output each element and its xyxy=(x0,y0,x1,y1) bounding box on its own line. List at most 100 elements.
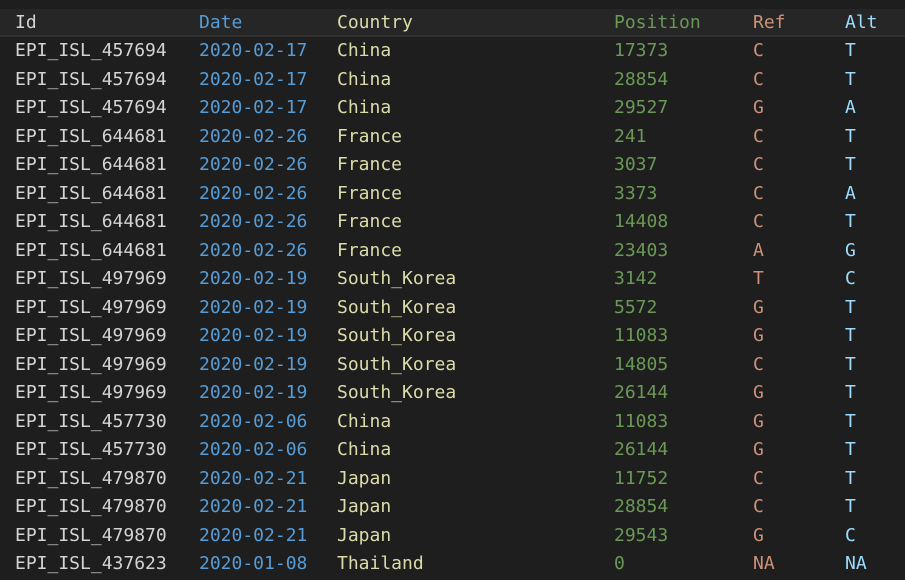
table-row[interactable]: EPI_ISL_457730 2020-02-06 China 11083 G T xyxy=(0,408,905,437)
cell-position: 26144 xyxy=(614,439,669,460)
cell-alt: T xyxy=(845,467,856,489)
cell-date: 2020-02-26 xyxy=(199,182,308,204)
table-row[interactable]: EPI_ISL_497969 2020-02-19 South_Korea 14805… xyxy=(0,351,905,380)
cell-position: 5572 xyxy=(614,296,658,318)
table-row[interactable]: EPI_ISL_457694 2020-02-17 China 29527 G A xyxy=(0,94,905,123)
cell-alt: T xyxy=(845,68,856,90)
header-date[interactable]: Date xyxy=(199,12,243,33)
cell-date: 2020-02-17 xyxy=(199,68,308,90)
cell-alt: T xyxy=(845,496,856,517)
table-row[interactable]: EPI_ISL_479870 2020-02-21 Japan 11752 C T xyxy=(0,465,905,494)
cell-country: China xyxy=(337,40,392,61)
cell-ref: A xyxy=(753,239,764,261)
cell-date: 2020-02-19 xyxy=(199,382,308,403)
cell-country: Thailand xyxy=(337,553,424,574)
cell-id: EPI_ISL_479870 xyxy=(15,524,167,546)
cell-position: 26144 xyxy=(614,382,669,403)
cell-position: 29527 xyxy=(614,97,669,118)
cell-alt: C xyxy=(845,268,856,289)
cell-date: 2020-01-08 xyxy=(199,553,308,574)
cell-date: 2020-02-06 xyxy=(199,439,308,460)
cell-ref: G xyxy=(753,524,764,546)
cell-date: 2020-02-26 xyxy=(199,239,308,261)
header-id[interactable]: Id xyxy=(15,12,37,33)
cell-id: EPI_ISL_497969 xyxy=(15,353,167,375)
cell-position: 0 xyxy=(614,553,625,574)
table-row[interactable]: EPI_ISL_457694 2020-02-17 China 17373 C T xyxy=(0,37,905,66)
cell-date: 2020-02-19 xyxy=(199,296,308,318)
table-row[interactable]: EPI_ISL_644681 2020-02-26 France 14408 C T xyxy=(0,208,905,237)
cell-ref: C xyxy=(753,154,764,175)
cell-ref: C xyxy=(753,496,764,517)
table-header: Id Date Country Position Ref Alt xyxy=(0,9,905,37)
cell-country: China xyxy=(337,410,392,432)
header-ref[interactable]: Ref xyxy=(753,12,786,33)
table-row[interactable]: EPI_ISL_497969 2020-02-19 South_Korea 26144… xyxy=(0,379,905,408)
cell-alt: T xyxy=(845,325,856,346)
cell-position: 11083 xyxy=(614,410,669,432)
cell-ref: C xyxy=(753,211,764,232)
cell-id: EPI_ISL_644681 xyxy=(15,182,167,204)
cell-position: 241 xyxy=(614,125,647,147)
cell-ref: G xyxy=(753,296,764,318)
cell-alt: C xyxy=(845,524,856,546)
table-row[interactable]: EPI_ISL_644681 2020-02-26 France 241 C T xyxy=(0,123,905,152)
cell-ref: NA xyxy=(753,553,775,574)
cell-ref: G xyxy=(753,325,764,346)
cell-ref: G xyxy=(753,382,764,403)
table-row[interactable]: EPI_ISL_479870 2020-02-21 Japan 29543 G C xyxy=(0,522,905,551)
table-row[interactable]: EPI_ISL_479870 2020-02-21 Japan 28854 C T xyxy=(0,493,905,522)
cell-id: EPI_ISL_457694 xyxy=(15,40,167,61)
cell-ref: G xyxy=(753,97,764,118)
cell-ref: C xyxy=(753,467,764,489)
table-row[interactable]: EPI_ISL_497969 2020-02-19 South_Korea 3142 T… xyxy=(0,265,905,294)
table-row[interactable]: EPI_ISL_644681 2020-02-26 France 3037 C T xyxy=(0,151,905,180)
header-country[interactable]: Country xyxy=(337,12,413,33)
cell-alt: T xyxy=(845,296,856,318)
cell-id: EPI_ISL_644681 xyxy=(15,211,167,232)
table-row[interactable]: EPI_ISL_437623 2020-01-08 Thailand 0 NA NA xyxy=(0,550,905,579)
table-row[interactable]: EPI_ISL_457694 2020-02-17 China 28854 C T xyxy=(0,66,905,95)
cell-position: 28854 xyxy=(614,68,669,90)
cell-id: EPI_ISL_437623 xyxy=(15,553,167,574)
header-position[interactable]: Position xyxy=(614,12,701,33)
cell-position: 14408 xyxy=(614,211,669,232)
cell-position: 3373 xyxy=(614,182,658,204)
table-row[interactable]: EPI_ISL_644681 2020-02-26 France 3373 C A xyxy=(0,180,905,209)
cell-id: EPI_ISL_497969 xyxy=(15,325,167,346)
cell-id: EPI_ISL_497969 xyxy=(15,296,167,318)
cell-position: 28854 xyxy=(614,496,669,517)
table-row[interactable]: EPI_ISL_497969 2020-02-19 South_Korea 5572 G… xyxy=(0,294,905,323)
cropped-previous-line xyxy=(0,0,905,9)
cell-id: EPI_ISL_457730 xyxy=(15,410,167,432)
header-alt[interactable]: Alt xyxy=(845,12,878,33)
cell-country: China xyxy=(337,439,392,460)
cell-country: France xyxy=(337,211,403,232)
table-row[interactable]: EPI_ISL_644681 2020-02-26 France 23403 A G xyxy=(0,237,905,266)
cell-date: 2020-02-19 xyxy=(199,268,308,289)
cell-position: 17373 xyxy=(614,40,669,61)
table-row[interactable]: EPI_ISL_497969 2020-02-19 South_Korea 11083… xyxy=(0,322,905,351)
cell-alt: T xyxy=(845,439,856,460)
cell-date: 2020-02-17 xyxy=(199,40,308,61)
cell-alt: T xyxy=(845,125,856,147)
cell-date: 2020-02-17 xyxy=(199,97,308,118)
cell-country: France xyxy=(337,154,403,175)
cell-date: 2020-02-26 xyxy=(199,154,308,175)
cell-country: France xyxy=(337,239,403,261)
cell-ref: C xyxy=(753,40,764,61)
cell-alt: NA xyxy=(845,553,867,574)
table-body: EPI_ISL_457694 2020-02-17 China 17373 C T EPI_… xyxy=(0,37,905,579)
cell-date: 2020-02-19 xyxy=(199,353,308,375)
cell-ref: T xyxy=(753,268,764,289)
cell-ref: C xyxy=(753,68,764,90)
cell-id: EPI_ISL_644681 xyxy=(15,239,167,261)
cell-ref: C xyxy=(753,182,764,204)
cell-position: 29543 xyxy=(614,524,669,546)
cell-id: EPI_ISL_457694 xyxy=(15,97,167,118)
cell-alt: T xyxy=(845,40,856,61)
cell-id: EPI_ISL_457694 xyxy=(15,68,167,90)
cell-position: 3142 xyxy=(614,268,658,289)
table-row[interactable]: EPI_ISL_457730 2020-02-06 China 26144 G T xyxy=(0,436,905,465)
cell-ref: C xyxy=(753,125,764,147)
